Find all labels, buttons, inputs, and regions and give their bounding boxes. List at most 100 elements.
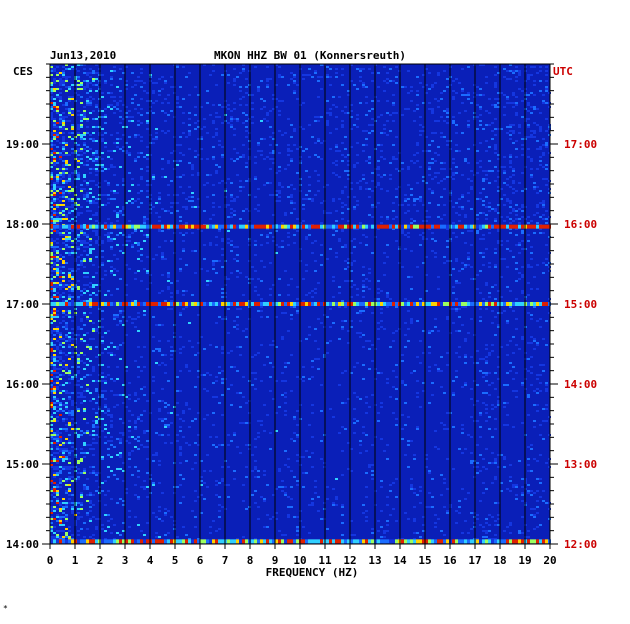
heatmap-cell — [218, 166, 221, 168]
heatmap-cell — [71, 252, 74, 254]
heatmap-cell — [500, 198, 503, 200]
heatmap-cell — [92, 200, 95, 202]
heatmap-cell — [56, 410, 59, 412]
heatmap-cell — [500, 346, 503, 348]
heatmap-cell — [143, 234, 146, 236]
heatmap-cell — [122, 384, 125, 386]
heatmap-cell — [62, 300, 65, 302]
heatmap-cell — [530, 384, 533, 386]
heatmap-cell — [113, 316, 116, 318]
heatmap-cell — [71, 246, 74, 248]
heatmap-cell — [53, 88, 56, 90]
heatmap-cell — [59, 258, 62, 260]
heatmap-cell — [362, 234, 365, 236]
heatmap-cell — [146, 120, 149, 122]
heatmap-cell — [542, 206, 545, 208]
heatmap-cell — [533, 232, 536, 234]
heatmap-cell — [65, 328, 68, 330]
heatmap-cell — [122, 324, 125, 326]
heatmap-cell — [434, 172, 437, 174]
heatmap-cell — [113, 210, 116, 212]
heatmap-cell — [269, 262, 272, 264]
heatmap-cell — [461, 452, 464, 454]
heatmap-cell — [86, 374, 89, 376]
heatmap-cell — [365, 244, 368, 246]
heatmap-cell — [233, 366, 236, 368]
heatmap-cell — [104, 332, 107, 334]
heatmap-cell — [110, 150, 113, 152]
heatmap-cell — [191, 250, 194, 252]
heatmap-cell — [533, 276, 536, 278]
heatmap-cell — [326, 74, 329, 76]
heatmap-cell — [356, 126, 359, 128]
heatmap-cell — [494, 146, 497, 148]
heatmap-cell — [443, 162, 446, 164]
heatmap-cell — [134, 392, 137, 394]
heatmap-cell — [95, 150, 98, 152]
heatmap-cell — [71, 282, 74, 284]
heatmap-cell — [482, 200, 485, 202]
heatmap-cell — [518, 252, 521, 254]
heatmap-cell — [77, 126, 80, 128]
heatmap-cell — [68, 440, 71, 442]
heatmap-cell — [62, 342, 65, 344]
heatmap-cell — [470, 180, 473, 182]
heatmap-cell — [341, 246, 344, 248]
heatmap-cell — [50, 252, 53, 254]
heatmap-cell — [95, 480, 98, 482]
heatmap-cell — [347, 154, 350, 156]
heatmap-cell — [446, 122, 449, 124]
heatmap-cell — [236, 392, 239, 394]
heatmap-cell — [50, 438, 53, 440]
heatmap-cell — [65, 458, 68, 460]
heatmap-cell — [77, 256, 80, 258]
heatmap-cell — [485, 404, 488, 406]
heatmap-cell — [236, 316, 239, 318]
heatmap-cell — [59, 78, 62, 80]
heatmap-cell — [110, 470, 113, 472]
heatmap-cell — [89, 492, 92, 494]
heatmap-cell — [500, 296, 503, 298]
heatmap-cell — [65, 190, 68, 192]
heatmap-cell — [86, 234, 89, 236]
heatmap-cell — [362, 84, 365, 86]
heatmap-cell — [65, 162, 68, 164]
heatmap-cell — [308, 228, 311, 230]
heatmap-cell — [71, 506, 74, 508]
heatmap-cell — [128, 436, 131, 438]
heatmap-cell — [92, 426, 95, 428]
heatmap-cell — [236, 370, 239, 372]
heatmap-cell — [170, 300, 173, 302]
heatmap-cell — [50, 290, 53, 292]
heatmap-cell — [56, 508, 59, 510]
heatmap-cell — [545, 66, 548, 68]
heatmap-cell — [536, 124, 539, 126]
heatmap-cell — [458, 206, 461, 208]
heatmap-cell — [77, 410, 80, 412]
heatmap-cell — [470, 388, 473, 390]
heatmap-cell — [185, 76, 188, 78]
heatmap-cell — [65, 182, 68, 184]
heatmap-cell — [416, 152, 419, 154]
heatmap-cell — [65, 392, 68, 394]
heatmap-cell — [95, 118, 98, 120]
heatmap-cell — [101, 242, 104, 244]
heatmap-cell — [104, 132, 107, 134]
heatmap-cell — [59, 428, 62, 430]
heatmap-cell — [53, 132, 56, 134]
heatmap-cell — [386, 524, 389, 526]
heatmap-cell — [503, 170, 506, 172]
heatmap-cell — [485, 140, 488, 142]
heatmap-cell — [233, 434, 236, 436]
heatmap-cell — [233, 108, 236, 110]
heatmap-cell — [521, 494, 524, 496]
heatmap-cell — [221, 348, 224, 350]
heatmap-cell — [194, 526, 197, 528]
heatmap-cell — [65, 128, 68, 130]
heatmap-cell — [380, 486, 383, 488]
heatmap-cell — [341, 190, 344, 192]
heatmap-cell — [458, 282, 461, 284]
heatmap-cell — [71, 466, 74, 468]
heatmap-cell — [89, 148, 92, 150]
heatmap-cell — [62, 384, 65, 386]
